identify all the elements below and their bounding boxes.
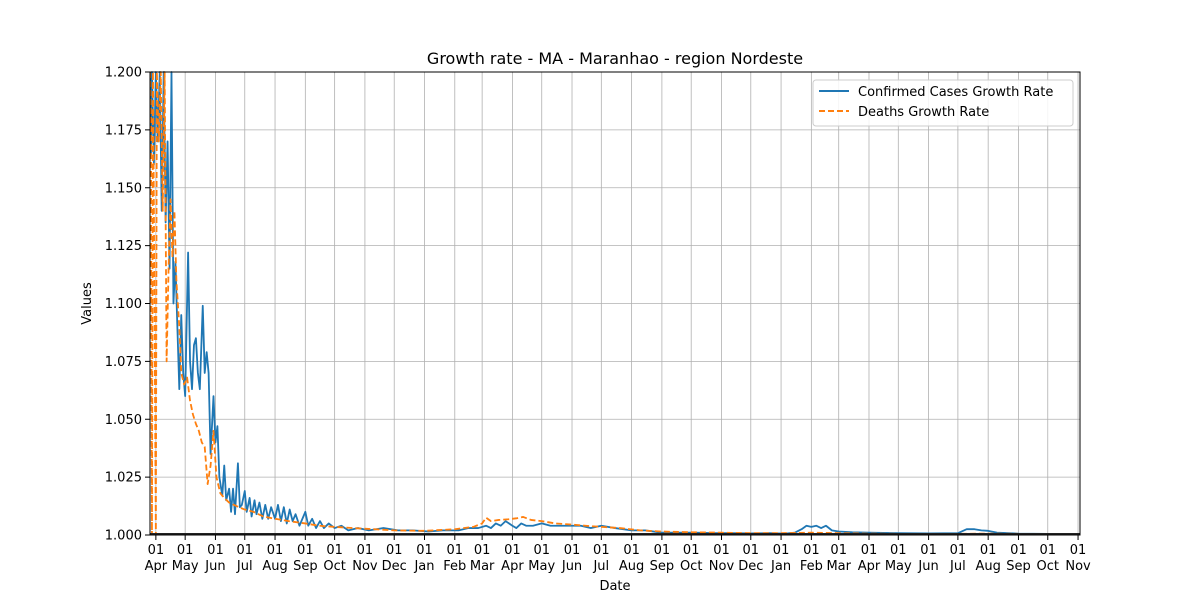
- x-tick-day-label: 01: [773, 543, 790, 558]
- x-tick-month-label: Jun: [917, 559, 938, 574]
- x-tick-month-label: Jul: [592, 559, 609, 574]
- x-tick-day-label: 01: [564, 543, 581, 558]
- x-tick-month-label: Jan: [770, 559, 791, 574]
- x-tick-day-label: 01: [683, 543, 700, 558]
- x-tick-month-label: Feb: [443, 559, 466, 574]
- legend-box: [812, 79, 1074, 127]
- x-tick-day-label: 01: [474, 543, 491, 558]
- x-tick-month-label: Jun: [204, 559, 225, 574]
- x-tick-day-label: 01: [207, 543, 224, 558]
- x-tick-month-label: Aug: [262, 559, 287, 574]
- x-tick-day-label: 01: [357, 543, 374, 558]
- x-tick-month-label: Sep: [650, 559, 675, 574]
- y-tick-label: 1.125: [105, 239, 142, 254]
- legend-label-0: Confirmed Cases Growth Rate: [858, 85, 1053, 100]
- x-tick-month-label: May: [172, 559, 199, 574]
- x-tick-day-label: 01: [416, 543, 433, 558]
- x-tick-day-label: 01: [386, 543, 403, 558]
- x-tick-month-label: Apr: [501, 559, 524, 574]
- x-tick-month-label: Aug: [975, 559, 1000, 574]
- chart-title: Growth rate - MA - Maranhao - region Nor…: [427, 49, 803, 68]
- x-tick-month-label: Nov: [352, 559, 378, 574]
- x-tick-day-label: 01: [267, 543, 284, 558]
- x-axis-label: Date: [599, 579, 630, 594]
- x-tick-month-label: Jun: [561, 559, 582, 574]
- y-tick-label: 1.100: [105, 297, 142, 312]
- x-tick-month-label: Dec: [738, 559, 763, 574]
- x-tick-month-label: May: [528, 559, 555, 574]
- series-group: [150, 71, 1080, 535]
- x-tick-month-label: Dec: [382, 559, 407, 574]
- x-tick-day-label: 01: [1010, 543, 1027, 558]
- x-tick-month-label: Mar: [826, 559, 851, 574]
- y-tick-label: 1.075: [105, 355, 142, 370]
- x-tick-month-label: Oct: [1037, 559, 1059, 574]
- legend: Confirmed Cases Growth Rate Deaths Growth…: [812, 79, 1074, 127]
- x-tick-day-label: 01: [743, 543, 760, 558]
- x-tick-day-label: 01: [623, 543, 640, 558]
- x-tick-month-label: May: [885, 559, 912, 574]
- x-tick-day-label: 01: [654, 543, 671, 558]
- y-tick-label: 1.000: [105, 529, 142, 544]
- y-tick-label: 1.050: [105, 413, 142, 428]
- x-tick-day-label: 01: [593, 543, 610, 558]
- x-tick-day-label: 01: [148, 543, 165, 558]
- x-tick-month-label: Oct: [680, 559, 702, 574]
- x-tick-day-label: 01: [504, 543, 521, 558]
- y-tick-label: 1.200: [105, 66, 142, 81]
- x-tick-day-label: 01: [177, 543, 194, 558]
- x-tick-day-label: 01: [447, 543, 464, 558]
- x-tick-day-label: 01: [236, 543, 253, 558]
- x-tick-day-label: 01: [297, 543, 314, 558]
- y-tick-label: 1.150: [105, 181, 142, 196]
- x-tick-month-label: Nov: [709, 559, 735, 574]
- x-tick-day-label: 01: [980, 543, 997, 558]
- x-tick-month-label: Apr: [858, 559, 881, 574]
- x-tick-month-label: Nov: [1065, 559, 1091, 574]
- x-tick-month-label: Feb: [800, 559, 823, 574]
- x-tick-day-label: 01: [861, 543, 878, 558]
- x-tick-month-label: Apr: [145, 559, 168, 574]
- x-tick-month-label: Oct: [323, 559, 345, 574]
- x-tick-day-label: 01: [920, 543, 937, 558]
- x-tick-month-label: Sep: [1006, 559, 1031, 574]
- x-tick-month-label: Jul: [236, 559, 253, 574]
- legend-label-1: Deaths Growth Rate: [858, 105, 989, 120]
- x-tick-day-label: 01: [950, 543, 967, 558]
- y-axis-label: Values: [80, 282, 95, 325]
- x-tick-day-label: 01: [533, 543, 550, 558]
- x-tick-month-label: Jul: [949, 559, 966, 574]
- x-tick-day-label: 01: [713, 543, 730, 558]
- x-tick-month-label: Aug: [619, 559, 644, 574]
- x-tick-day-label: 01: [1070, 543, 1087, 558]
- series-line-1: [150, 71, 1080, 535]
- x-tick-day-label: 01: [890, 543, 907, 558]
- y-tick-label: 1.175: [105, 123, 142, 138]
- x-tick-day-label: 01: [830, 543, 847, 558]
- x-tick-day-label: 01: [1039, 543, 1056, 558]
- x-tick-month-label: Jan: [413, 559, 434, 574]
- x-tick-month-label: Mar: [470, 559, 495, 574]
- axis-ticks: 1.000 1.025 1.050 1.075 1.100 1.125 1.150 1.175…: [105, 66, 1091, 575]
- x-tick-month-label: Sep: [293, 559, 318, 574]
- x-tick-day-label: 01: [803, 543, 820, 558]
- y-tick-label: 1.025: [105, 471, 142, 486]
- x-tick-day-label: 01: [326, 543, 343, 558]
